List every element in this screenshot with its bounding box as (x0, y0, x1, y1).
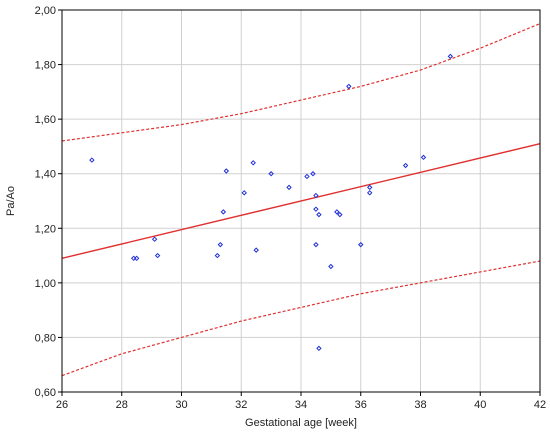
x-tick-label: 40 (474, 399, 486, 411)
y-axis-ticks: 0,60 0,80 1,00 1,20 1,40 1,60 1,80 2,00 (35, 5, 62, 399)
data-point (253, 247, 259, 253)
data-point (133, 255, 140, 262)
data-point (402, 162, 409, 169)
data-point (223, 168, 230, 174)
x-tick-label: 32 (235, 399, 247, 411)
x-tick-label: 38 (414, 399, 426, 411)
y-tick-label: 2,00 (35, 5, 56, 17)
y-tick-label: 1,20 (35, 223, 56, 235)
y-tick-label: 1,60 (35, 114, 56, 126)
data-point (316, 211, 322, 218)
y-tick-label: 0,80 (35, 332, 56, 344)
y-tick-label: 0,60 (35, 387, 56, 399)
data-point (334, 209, 340, 215)
y-tick-label: 1,40 (35, 169, 56, 181)
data-point (313, 241, 319, 248)
x-axis-ticks: 26 28 30 32 34 36 38 40 42 (56, 392, 546, 411)
data-point (220, 209, 227, 215)
x-tick-label: 30 (175, 399, 187, 411)
regression-line (61, 143, 541, 259)
confidence-lower-line (61, 260, 541, 377)
data-point (286, 184, 292, 191)
data-point (250, 160, 256, 166)
regression-lines (61, 23, 541, 377)
data-point (241, 190, 247, 196)
confidence-upper-line (61, 23, 541, 142)
data-point (154, 252, 161, 259)
x-tick-label: 42 (534, 399, 546, 411)
data-point (268, 171, 274, 177)
data-point (214, 252, 221, 259)
x-tick-label: 36 (355, 399, 367, 411)
data-point (358, 241, 364, 248)
data-point (89, 157, 95, 163)
data-point (313, 206, 319, 212)
x-tick-label: 34 (295, 399, 307, 411)
data-point (367, 184, 373, 191)
y-tick-label: 1,00 (35, 278, 56, 290)
data-point (310, 171, 316, 177)
data-point (304, 173, 310, 180)
data-points (89, 53, 454, 352)
data-point (346, 83, 352, 90)
x-tick-label: 26 (56, 399, 68, 411)
data-point (420, 154, 427, 161)
y-tick-label: 1,80 (35, 60, 56, 72)
data-point (217, 241, 224, 248)
data-point (337, 211, 343, 218)
data-point (447, 53, 454, 60)
data-point (367, 190, 373, 196)
y-axis-label: Pa/Ao (5, 186, 17, 216)
x-tick-label: 28 (116, 399, 128, 411)
data-point (316, 345, 322, 352)
data-point (328, 263, 334, 270)
data-point (313, 192, 319, 199)
data-point (151, 236, 158, 242)
x-axis-label: Gestational age [week] (245, 417, 357, 429)
